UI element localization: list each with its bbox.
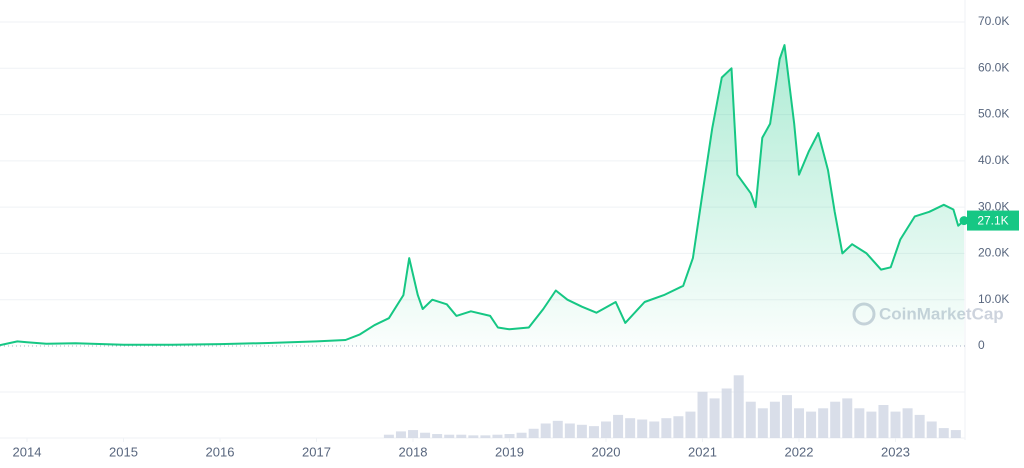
volume-bar	[492, 434, 503, 438]
volume-bar	[564, 423, 575, 438]
price-line	[0, 44, 965, 347]
volume-bar	[902, 408, 913, 438]
volume-bar	[432, 434, 443, 438]
volume-bar	[926, 421, 937, 438]
x-tick-label: 2021	[688, 444, 717, 459]
volume-bar	[444, 434, 455, 438]
volume-bar	[830, 401, 841, 438]
y-tick-label: 50.0K	[978, 107, 1009, 121]
volume-bar	[528, 428, 539, 438]
volume-bar	[733, 375, 744, 438]
volume-bar	[552, 420, 563, 438]
y-tick-label: 20.0K	[978, 246, 1009, 260]
volume-bar	[854, 408, 865, 438]
x-tick-label: 2016	[206, 444, 235, 459]
volume-bar	[516, 432, 527, 438]
price-area	[0, 45, 965, 346]
volume-bar	[806, 411, 817, 438]
x-tick-label: 2015	[109, 444, 138, 459]
y-tick-label: 60.0K	[978, 60, 1009, 74]
volume-bar	[420, 432, 431, 438]
x-tick-label: 2018	[399, 444, 428, 459]
volume-bar	[769, 401, 780, 438]
volume-bar	[576, 424, 587, 438]
volume-bar	[781, 395, 792, 438]
volume-bar	[842, 398, 853, 438]
volume-bar	[794, 408, 805, 438]
volume-bar	[818, 408, 829, 438]
x-tick-label: 2019	[495, 444, 524, 459]
y-tick-label: 40.0K	[978, 153, 1009, 167]
volume-bar	[673, 416, 684, 438]
x-tick-label: 2017	[302, 444, 331, 459]
volume-bar	[721, 388, 732, 438]
volume-bar	[878, 405, 889, 438]
x-tick-label: 2020	[592, 444, 621, 459]
volume-bar	[757, 408, 768, 438]
volume-bar	[745, 401, 756, 438]
x-tick-label: 2023	[881, 444, 910, 459]
price-badge	[967, 210, 1019, 231]
volume-bar	[661, 418, 672, 438]
volume-bar	[504, 434, 515, 438]
y-tick-label: 10.0K	[978, 292, 1009, 306]
volume-bar	[468, 435, 479, 438]
volume-bar	[540, 423, 551, 438]
volume-bar	[685, 411, 696, 438]
y-tick-label: 30.0K	[978, 199, 1009, 213]
x-tick-label: 2014	[13, 444, 42, 459]
x-tick-label: 2022	[785, 444, 814, 459]
y-tick-label: 0	[978, 338, 985, 352]
volume-bar	[456, 434, 467, 438]
volume-bar	[408, 430, 419, 438]
volume-bar	[709, 398, 720, 438]
volume-bar	[480, 435, 491, 438]
volume-bar	[637, 419, 648, 438]
volume-bar	[950, 430, 961, 438]
volume-bar	[938, 428, 949, 438]
volume-bar	[914, 414, 925, 438]
current-point	[959, 216, 969, 226]
volume-bar	[697, 391, 708, 438]
volume-bar	[601, 421, 612, 438]
volume-bar	[866, 411, 877, 438]
volume-bar	[625, 418, 636, 438]
volume-bar	[588, 426, 599, 438]
y-tick-label: 70.0K	[978, 14, 1009, 28]
volume-bar	[890, 411, 901, 438]
volume-bar	[649, 421, 660, 438]
price-badge-label: 27.1K	[977, 214, 1008, 228]
volume-bar	[383, 434, 394, 438]
volume-bar	[395, 431, 406, 438]
volume-bar	[613, 414, 624, 438]
